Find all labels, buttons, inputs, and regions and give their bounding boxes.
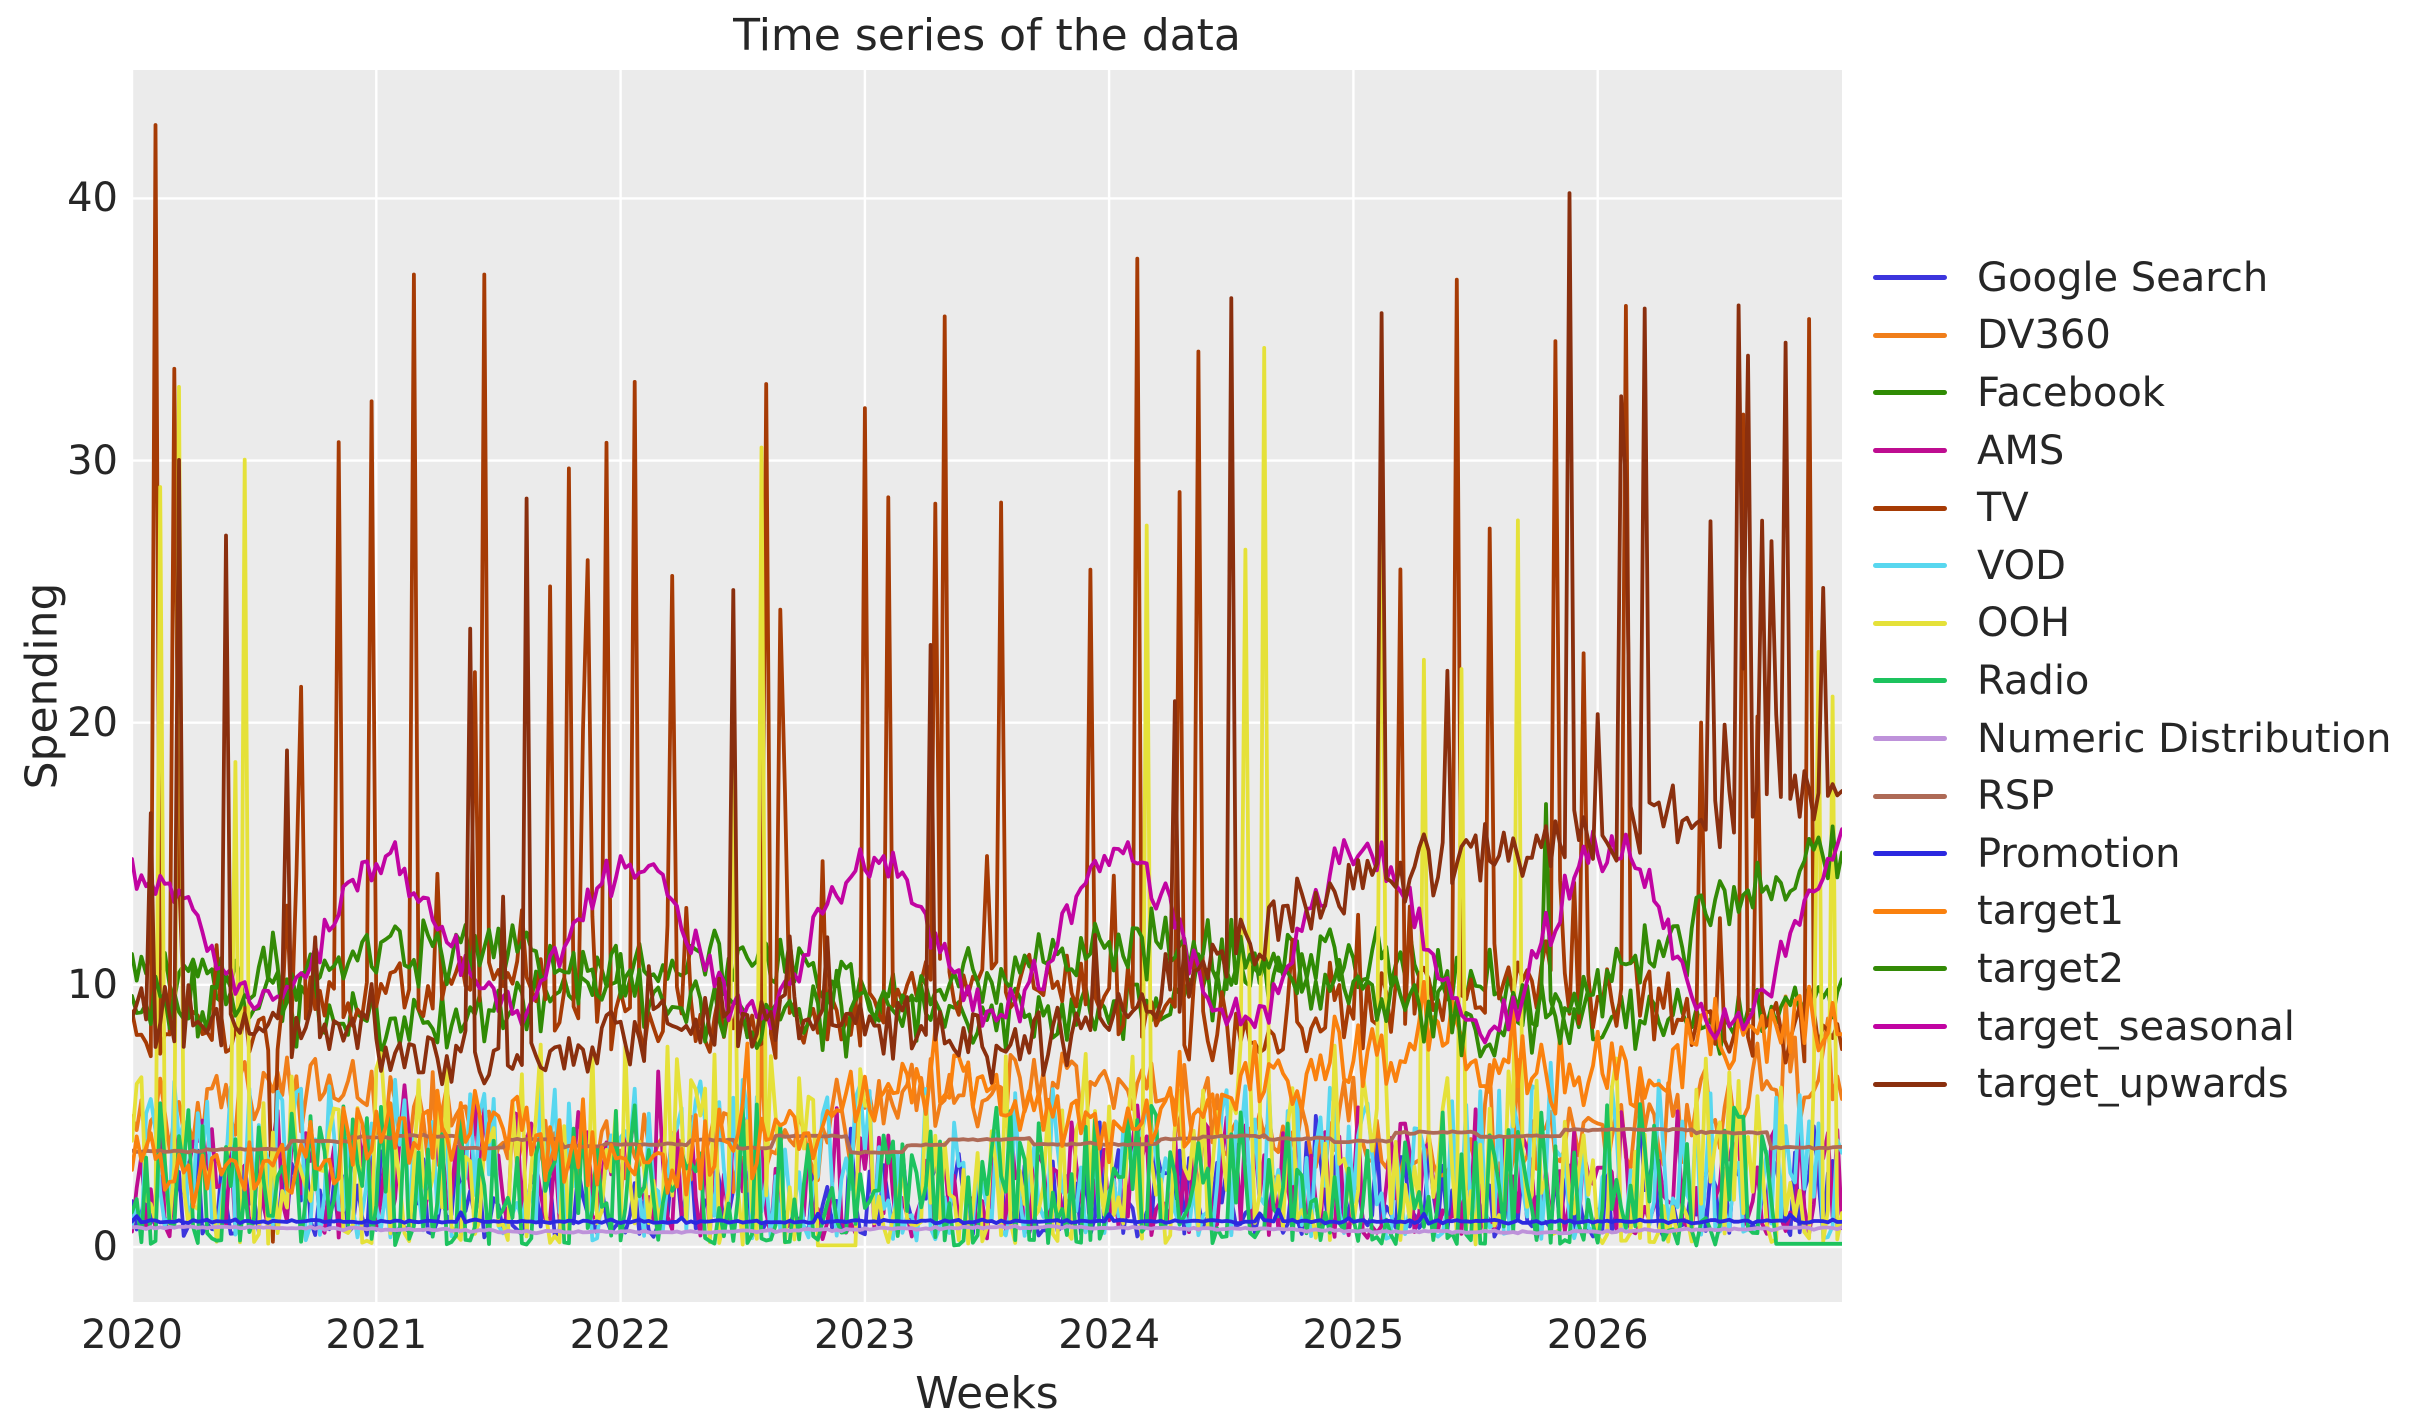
legend-swatch-target-upwards [1873, 1081, 1947, 1087]
series-line-target-upwards [132, 191, 1842, 1087]
x-tick-2024: 2024 [1058, 1312, 1161, 1358]
y-tick-0: 0 [92, 1223, 118, 1270]
legend-swatch-google-search [1873, 275, 1947, 281]
legend-item-target-upwards: target_upwards [1873, 1055, 2391, 1113]
x-axis-label: Weeks [915, 1368, 1059, 1419]
y-tick-20: 20 [67, 699, 118, 746]
legend-swatch-facebook [1873, 390, 1947, 396]
legend-item-tv: TV [1873, 479, 2391, 537]
legend-label-vod: VOD [1977, 542, 2066, 589]
legend: Google Search DV360 Facebook AMS TV VOD OOH Rad… [1873, 249, 2391, 1113]
legend-label-dv360: DV360 [1977, 312, 2111, 359]
legend-item-google-search: Google Search [1873, 249, 2391, 307]
y-axis-label: Spending [16, 582, 68, 790]
series-line-tv [132, 123, 1842, 1244]
x-tick-2026: 2026 [1546, 1312, 1649, 1358]
y-tick-10: 10 [67, 961, 118, 1008]
legend-item-target1: target1 [1873, 883, 2391, 941]
series-line-radio [132, 1101, 1842, 1248]
legend-label-target2: target2 [1977, 945, 2125, 992]
legend-swatch-numeric-distribution [1873, 736, 1947, 742]
legend-item-target2: target2 [1873, 940, 2391, 998]
legend-swatch-dv360 [1873, 332, 1947, 338]
x-tick-2023: 2023 [813, 1312, 916, 1358]
legend-item-numeric-distribution: Numeric Distribution [1873, 710, 2391, 768]
legend-swatch-vod [1873, 563, 1947, 569]
y-tick-30: 30 [67, 437, 118, 484]
legend-label-rsp: RSP [1977, 773, 2055, 820]
y-tick-40: 40 [67, 175, 118, 222]
series-line-rsp [132, 1127, 1842, 1156]
series-line-promotion [132, 1207, 1842, 1226]
legend-item-dv360: DV360 [1873, 307, 2391, 365]
legend-swatch-ams [1873, 448, 1947, 454]
x-tick-2022: 2022 [569, 1312, 672, 1358]
legend-label-google-search: Google Search [1977, 254, 2269, 301]
legend-item-facebook: Facebook [1873, 364, 2391, 422]
legend-item-ooh: OOH [1873, 595, 2391, 653]
series-line-target2 [132, 802, 1842, 1059]
legend-swatch-target-seasonal [1873, 1024, 1947, 1030]
series-lines [132, 123, 1842, 1248]
legend-item-radio: Radio [1873, 652, 2391, 710]
x-tick-2025: 2025 [1302, 1312, 1405, 1358]
legend-swatch-rsp [1873, 793, 1947, 799]
legend-label-ams: AMS [1977, 427, 2065, 474]
legend-item-promotion: Promotion [1873, 825, 2391, 883]
legend-label-facebook: Facebook [1977, 369, 2165, 416]
legend-swatch-promotion [1873, 851, 1947, 857]
legend-label-ooh: OOH [1977, 600, 2071, 647]
plot-area [132, 70, 1842, 1302]
legend-label-promotion: Promotion [1977, 830, 2181, 877]
legend-item-vod: VOD [1873, 537, 2391, 595]
legend-swatch-target2 [1873, 966, 1947, 972]
legend-label-target-seasonal: target_seasonal [1977, 1003, 2295, 1050]
legend-label-tv: TV [1977, 485, 2029, 532]
legend-label-radio: Radio [1977, 657, 2090, 704]
legend-label-numeric-distribution: Numeric Distribution [1977, 715, 2392, 762]
legend-item-ams: AMS [1873, 422, 2391, 480]
legend-swatch-tv [1873, 505, 1947, 511]
plot-canvas [132, 70, 1842, 1302]
series-line-target-seasonal [132, 827, 1842, 1045]
legend-swatch-target1 [1873, 908, 1947, 914]
legend-swatch-radio [1873, 678, 1947, 684]
series-line-numeric-distribution [132, 1223, 1842, 1236]
legend-swatch-ooh [1873, 620, 1947, 626]
x-tick-2020: 2020 [81, 1312, 183, 1358]
legend-item-target-seasonal: target_seasonal [1873, 998, 2391, 1056]
x-tick-2021: 2021 [325, 1312, 428, 1358]
chart-title: Time series of the data [733, 10, 1241, 61]
series-line-target1 [132, 980, 1842, 1209]
legend-label-target-upwards: target_upwards [1977, 1061, 2289, 1108]
legend-item-rsp: RSP [1873, 767, 2391, 825]
legend-label-target1: target1 [1977, 888, 2125, 935]
